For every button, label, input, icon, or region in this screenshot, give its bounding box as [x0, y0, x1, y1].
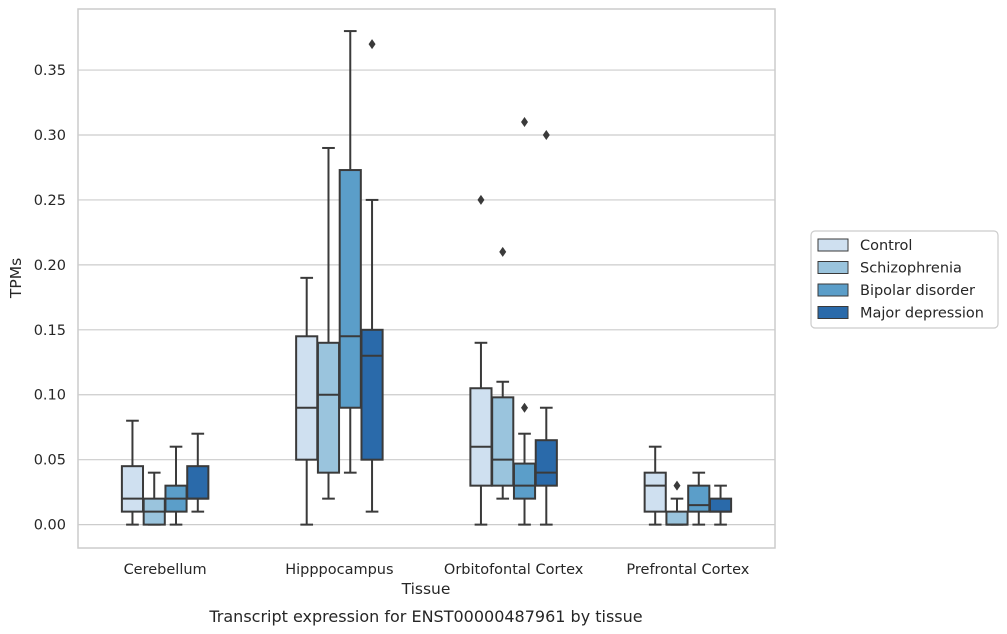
x-tick-label: Cerebellum	[124, 562, 207, 578]
box-major-depression	[186, 432, 210, 513]
outlier-point	[477, 194, 485, 205]
legend-label: Control	[860, 238, 912, 254]
box-control	[643, 445, 667, 526]
box-iqr	[186, 465, 210, 500]
box-major-depression	[708, 484, 733, 526]
y-tick-label: 0.20	[34, 258, 66, 274]
y-axis-ticks: 0.00 0.05 0.10 0.15 0.20 0.25 0.30 0.35	[34, 63, 66, 534]
y-axis-label: TPMs	[7, 258, 25, 299]
box-iqr	[512, 462, 537, 500]
box-schizophrenia	[316, 146, 341, 500]
legend: Control Schizophrenia Bipolar disorder Majo…	[810, 230, 999, 329]
legend-label: Schizophrenia	[860, 261, 962, 277]
outlier-point	[542, 129, 550, 140]
x-tick-label: Hipppocampus	[285, 562, 393, 578]
box-schizophrenia	[491, 246, 515, 500]
y-tick-label: 0.30	[34, 128, 66, 144]
x-axis-ticks: Cerebellum Hipppocampus Orbitofontal Corte…	[124, 562, 750, 578]
box-iqr	[687, 484, 711, 513]
plot-frame	[77, 8, 776, 549]
y-tick-label: 0.10	[34, 388, 66, 404]
box-major-depression	[360, 39, 384, 513]
box-iqr	[534, 439, 558, 487]
box-iqr	[665, 510, 689, 526]
x-axis-label: Tissue	[401, 580, 451, 598]
box-iqr	[469, 387, 493, 487]
y-tick-label: 0.05	[34, 453, 66, 469]
box-iqr	[338, 169, 362, 409]
box-control	[295, 276, 319, 526]
box-bipolar-disorder	[338, 30, 362, 474]
legend-swatch	[817, 261, 849, 274]
y-tick-label: 0.15	[34, 323, 66, 339]
legend-swatch	[817, 306, 849, 319]
box-schizophrenia	[665, 480, 689, 526]
box-schizophrenia	[142, 471, 166, 526]
box-iqr	[708, 497, 733, 513]
y-tick-label: 0.25	[34, 193, 66, 209]
outlier-point	[673, 480, 681, 491]
outlier-point	[368, 39, 376, 50]
plot-area	[120, 30, 733, 526]
legend-swatch	[817, 238, 849, 252]
chart-caption: Transcript expression for ENST0000048796…	[208, 607, 642, 626]
x-tick-label: Orbitofontal Cortex	[444, 562, 584, 578]
outlier-point	[521, 116, 529, 127]
box-iqr	[360, 328, 384, 461]
outlier-point	[499, 246, 507, 257]
x-tick-label: Prefrontal Cortex	[626, 562, 749, 578]
y-tick-label: 0.00	[34, 518, 66, 534]
box-bipolar-disorder	[687, 471, 711, 526]
box-iqr	[316, 341, 341, 474]
box-control	[469, 194, 493, 526]
outlier-point	[521, 402, 529, 413]
legend-frame	[810, 230, 999, 329]
legend-label: Major depression	[860, 306, 984, 322]
legend-swatch	[817, 283, 849, 297]
box-iqr	[120, 465, 145, 513]
y-tick-label: 0.35	[34, 63, 66, 79]
box-bipolar-disorder	[512, 116, 537, 526]
box-major-depression	[534, 129, 558, 526]
box-iqr	[491, 396, 515, 487]
box-iqr	[643, 471, 667, 513]
box-bipolar-disorder	[164, 445, 188, 526]
box-control	[120, 419, 145, 526]
box-iqr	[295, 335, 319, 461]
legend-label: Bipolar disorder	[860, 283, 975, 299]
gridlines	[77, 8, 776, 549]
